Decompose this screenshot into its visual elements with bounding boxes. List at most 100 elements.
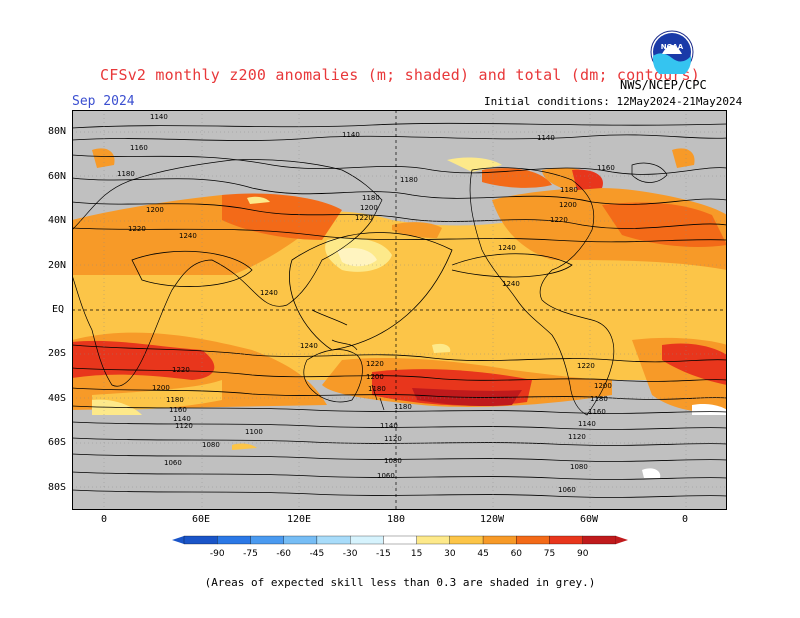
- svg-text:1060: 1060: [558, 486, 576, 494]
- svg-text:1200: 1200: [360, 204, 378, 212]
- colorbar-bin: [549, 535, 583, 545]
- svg-text:1140: 1140: [537, 134, 555, 142]
- svg-text:1120: 1120: [568, 433, 586, 441]
- svg-text:1220: 1220: [355, 214, 373, 222]
- lat-label-20n: 20N: [48, 260, 67, 271]
- noaa-logo-icon: NOAA: [650, 30, 694, 74]
- svg-text:1200: 1200: [559, 201, 577, 209]
- colorbar-bin: [283, 535, 318, 545]
- svg-text:1140: 1140: [342, 131, 360, 139]
- skill-footnote: (Areas of expected skill less than 0.3 a…: [204, 576, 596, 589]
- svg-text:1080: 1080: [570, 463, 588, 471]
- lat-label-20s: 20S: [48, 348, 67, 359]
- lon-label-180: 180: [387, 514, 406, 525]
- anomaly-colorbar: -90 -75 -60 -45 -30 -15 15 30 45 60 75 90: [172, 535, 628, 559]
- colorbar-tick-label: -60: [276, 549, 291, 559]
- svg-text:1240: 1240: [300, 342, 318, 350]
- forecast-month-label: Sep 2024: [72, 94, 135, 109]
- graticule: [72, 110, 727, 510]
- logo-text: NOAA: [661, 43, 684, 51]
- lat-label-eq: EQ: [52, 304, 65, 315]
- lat-label-80s: 80S: [48, 482, 67, 493]
- svg-text:1240: 1240: [498, 244, 516, 252]
- svg-text:1180: 1180: [560, 186, 578, 194]
- anomaly-shading-polar: [92, 148, 695, 478]
- svg-text:1180: 1180: [362, 194, 380, 202]
- colorbar-tick-label: 75: [544, 549, 555, 559]
- colorbar-left-arrow: [172, 536, 184, 544]
- svg-text:1140: 1140: [380, 422, 398, 430]
- lon-label-120e: 120E: [287, 514, 312, 525]
- svg-text:1240: 1240: [502, 280, 520, 288]
- svg-text:1080: 1080: [384, 457, 402, 465]
- svg-text:1200: 1200: [366, 373, 384, 381]
- colorbar-bin: [350, 535, 384, 545]
- svg-text:1120: 1120: [175, 422, 193, 430]
- svg-text:1220: 1220: [366, 360, 384, 368]
- colorbar-tick-label: -30: [343, 549, 358, 559]
- svg-text:1060: 1060: [377, 472, 395, 480]
- colorbar-tick-label: 90: [577, 549, 589, 559]
- lat-label-40n: 40N: [48, 215, 67, 226]
- colorbar-bin: [416, 535, 450, 545]
- colorbar-bin: [582, 535, 617, 545]
- svg-text:1180: 1180: [166, 396, 184, 404]
- svg-text:1140: 1140: [578, 420, 596, 428]
- svg-text:1220: 1220: [550, 216, 568, 224]
- colorbar-bin: [217, 535, 251, 545]
- colorbar-bin: [516, 535, 550, 545]
- colorbar-bin: [316, 535, 351, 545]
- svg-text:1100: 1100: [245, 428, 263, 436]
- lat-label-40s: 40S: [48, 393, 67, 404]
- svg-text:1200: 1200: [594, 382, 612, 390]
- svg-text:1160: 1160: [130, 144, 148, 152]
- svg-text:1160: 1160: [169, 406, 187, 414]
- coastlines: [72, 159, 668, 416]
- colorbar-bin: [183, 535, 218, 545]
- svg-text:1220: 1220: [128, 225, 146, 233]
- anomaly-shading-north: [72, 168, 727, 310]
- svg-text:1160: 1160: [597, 164, 615, 172]
- svg-text:1180: 1180: [368, 385, 386, 393]
- colorbar-tick-label: -45: [310, 549, 325, 559]
- colorbar-tick-label: -75: [243, 549, 258, 559]
- svg-text:1240: 1240: [179, 232, 197, 240]
- z200-anomaly-map: 1140 1140 1140 1160 1160 1180 1180 1180 …: [72, 110, 727, 510]
- colorbar-tick-label: 30: [444, 549, 456, 559]
- svg-text:1140: 1140: [173, 415, 191, 423]
- svg-text:1180: 1180: [117, 170, 135, 178]
- map-frame: [72, 110, 727, 510]
- svg-text:1120: 1120: [384, 435, 402, 443]
- height-contours: [72, 122, 727, 498]
- initial-conditions-label: Initial conditions: 12May2024-21May2024: [484, 95, 743, 108]
- colorbar-tick-label: -90: [210, 549, 225, 559]
- colorbar-tick-label: -15: [376, 549, 391, 559]
- lat-label-80n: 80N: [48, 126, 67, 137]
- colorbar-tick-label: 15: [411, 549, 422, 559]
- svg-text:1220: 1220: [172, 366, 190, 374]
- lat-label-60s: 60S: [48, 437, 67, 448]
- svg-text:1220: 1220: [577, 362, 595, 370]
- svg-text:1180: 1180: [394, 403, 412, 411]
- svg-text:1080: 1080: [202, 441, 220, 449]
- colorbar-tick-label: 60: [511, 549, 523, 559]
- colorbar-bin: [482, 535, 517, 545]
- colorbar-right-arrow: [616, 536, 628, 544]
- lon-label-0-east: 0: [682, 514, 689, 525]
- svg-text:1180: 1180: [400, 176, 418, 184]
- svg-text:1140: 1140: [150, 113, 168, 121]
- svg-text:1240: 1240: [260, 289, 278, 297]
- svg-text:1180: 1180: [590, 395, 608, 403]
- contour-labels: 1140 1140 1140 1160 1160 1180 1180 1180 …: [117, 113, 615, 494]
- lon-label-60w: 60W: [580, 514, 599, 525]
- reference-lines: [72, 110, 727, 510]
- lat-label-60n: 60N: [48, 171, 67, 182]
- colorbar-tick-label: 45: [477, 549, 488, 559]
- lon-label-120w: 120W: [480, 514, 505, 525]
- colorbar-bin: [383, 535, 417, 545]
- svg-text:1160: 1160: [588, 408, 606, 416]
- chart-title: CFSv2 monthly z200 anomalies (m; shaded)…: [100, 66, 700, 84]
- lon-label-60e: 60E: [192, 514, 211, 525]
- agency-label: NWS/NCEP/CPC: [620, 78, 707, 92]
- svg-text:1060: 1060: [164, 459, 182, 467]
